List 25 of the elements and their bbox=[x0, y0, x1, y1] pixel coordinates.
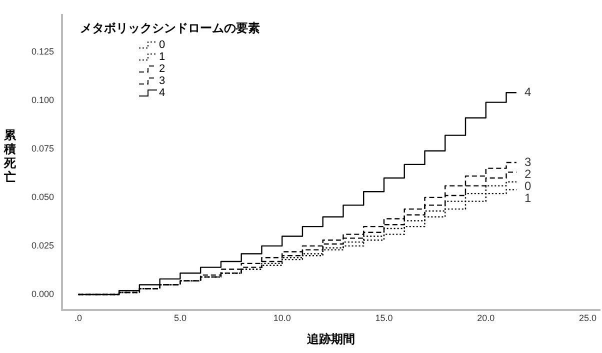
legend-label: 1 bbox=[159, 51, 166, 63]
legend-label: 2 bbox=[159, 63, 166, 75]
x-tick-label: 20.0 bbox=[477, 312, 495, 323]
text: 2 bbox=[524, 166, 532, 181]
x-axis-title: 追跡期間 bbox=[306, 331, 356, 348]
legend-label: 4 bbox=[159, 87, 166, 99]
y-tick-label: 0.125 bbox=[31, 46, 54, 56]
text: 0 bbox=[524, 178, 532, 193]
y-axis-title: 累積死亡 bbox=[3, 128, 17, 184]
x-tick-label: .0 bbox=[74, 312, 82, 323]
x-tick-label: 25.0 bbox=[579, 312, 597, 323]
y-tick-label: 0.075 bbox=[31, 143, 54, 154]
y-tick-label: 0.000 bbox=[31, 288, 54, 299]
x-tick-label: 5.0 bbox=[174, 312, 186, 323]
legend-title: メタボリックシンドロームの要素 bbox=[80, 20, 260, 37]
x-tick-label: 10.0 bbox=[273, 312, 291, 323]
text: 4 bbox=[524, 84, 532, 99]
text: 1 bbox=[524, 190, 532, 205]
y-tick-label: 0.050 bbox=[31, 192, 54, 202]
x-tick-label: 15.0 bbox=[375, 312, 393, 323]
y-tick-label: 0.025 bbox=[31, 240, 54, 250]
legend-label: 0 bbox=[159, 39, 166, 51]
legend-label: 3 bbox=[159, 75, 166, 87]
y-tick-label: 0.100 bbox=[31, 94, 54, 105]
text: 3 bbox=[524, 154, 532, 169]
